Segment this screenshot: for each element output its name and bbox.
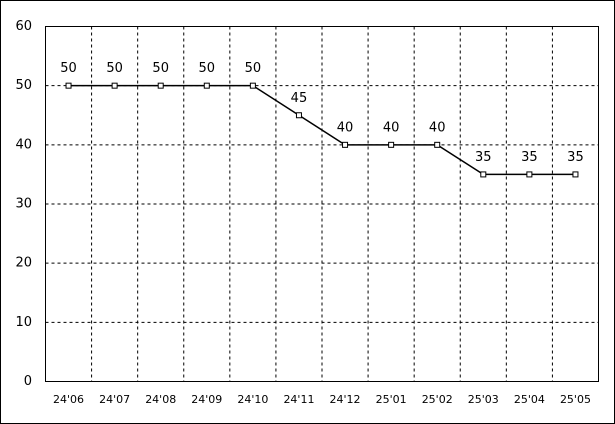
- x-tick-label: 25'01: [376, 393, 407, 406]
- x-tick-label: 24'09: [191, 393, 222, 406]
- y-tick-label: 60: [15, 19, 32, 34]
- data-label: 50: [245, 61, 262, 76]
- x-tick-label: 25'04: [514, 393, 545, 406]
- y-tick-label: 30: [15, 197, 32, 212]
- data-label: 35: [567, 150, 584, 165]
- data-label: 40: [429, 120, 446, 135]
- marker: [388, 141, 395, 148]
- y-tick-label: 20: [15, 256, 32, 271]
- x-tick-label: 24'10: [237, 393, 268, 406]
- y-tick-label: 40: [15, 137, 32, 152]
- x-tick-label: 24'11: [283, 393, 314, 406]
- x-tick-label: 25'03: [468, 393, 499, 406]
- x-tick-label: 25'05: [560, 393, 591, 406]
- marker: [526, 171, 533, 178]
- data-label: 50: [106, 61, 123, 76]
- data-label: 50: [60, 61, 77, 76]
- marker: [157, 82, 164, 89]
- data-label: 50: [199, 61, 216, 76]
- marker: [342, 141, 349, 148]
- x-tick-label: 25'02: [422, 393, 453, 406]
- data-label: 35: [475, 150, 492, 165]
- marker: [434, 141, 441, 148]
- marker: [480, 171, 487, 178]
- y-tick-label: 50: [15, 78, 32, 93]
- marker: [203, 82, 210, 89]
- marker: [572, 171, 579, 178]
- marker: [295, 112, 302, 119]
- data-label: 40: [383, 120, 400, 135]
- x-tick-label: 24'12: [330, 393, 361, 406]
- y-tick-label: 10: [15, 315, 32, 330]
- data-label: 50: [152, 61, 169, 76]
- data-label: 35: [521, 150, 538, 165]
- marker: [111, 82, 118, 89]
- line: [68, 84, 576, 176]
- y-tick-label: 0: [24, 374, 32, 389]
- marker: [65, 82, 72, 89]
- data-label: 45: [291, 91, 308, 106]
- x-tick-label: 24'06: [53, 393, 84, 406]
- x-tick-label: 24'07: [99, 393, 130, 406]
- marker: [249, 82, 256, 89]
- data-label: 40: [337, 120, 354, 135]
- x-tick-label: 24'08: [145, 393, 176, 406]
